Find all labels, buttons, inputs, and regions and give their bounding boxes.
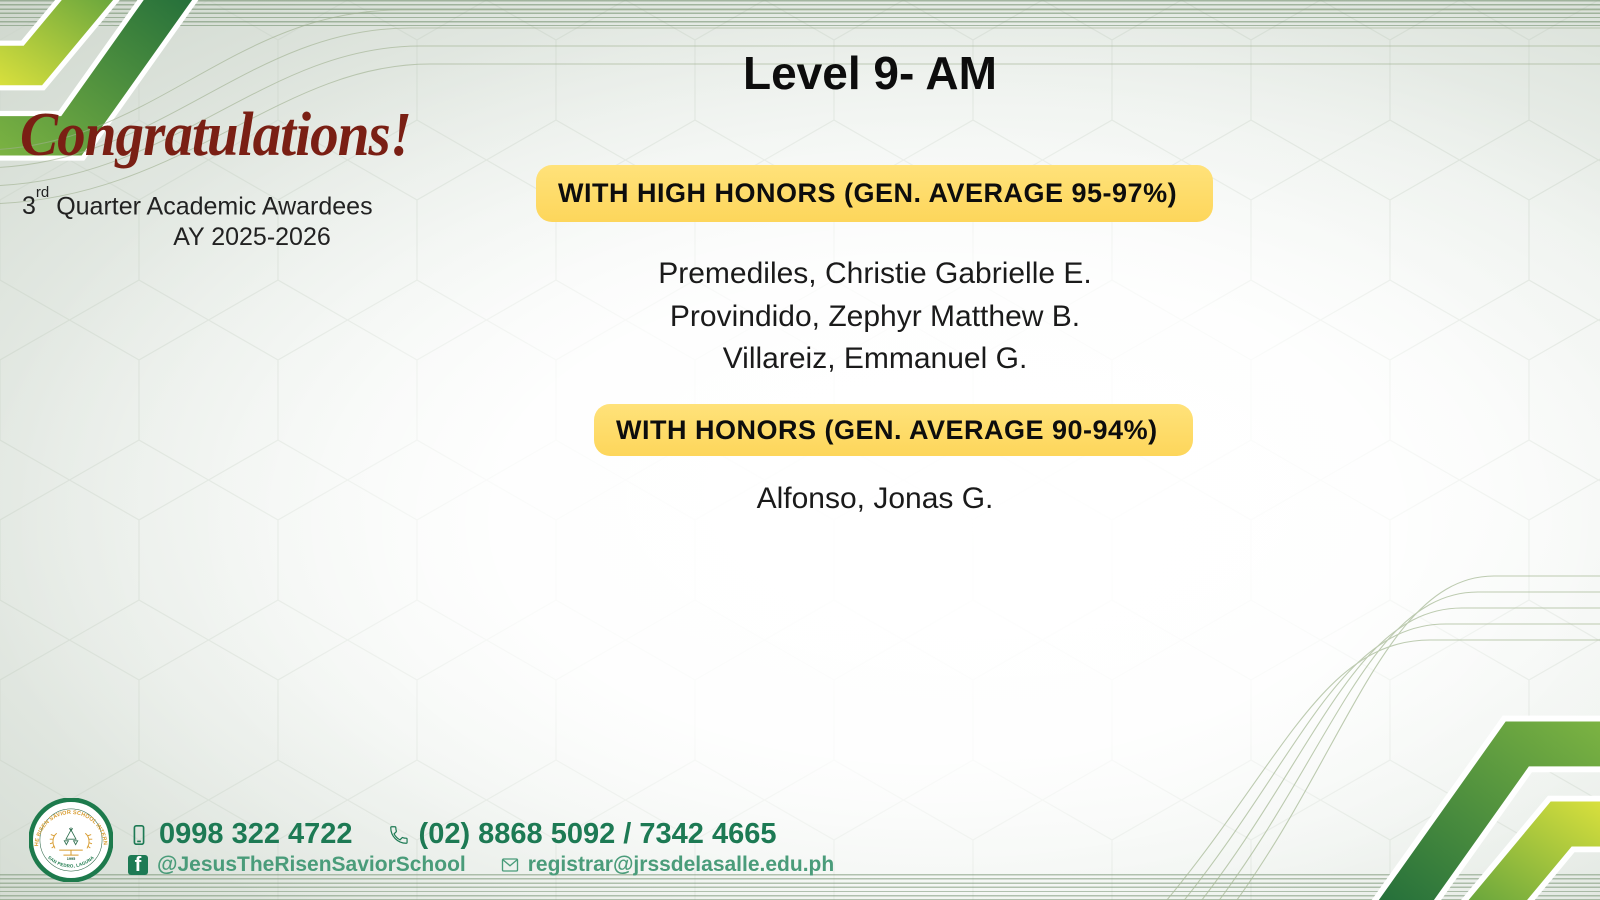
svg-text:1995: 1995 (67, 857, 76, 861)
